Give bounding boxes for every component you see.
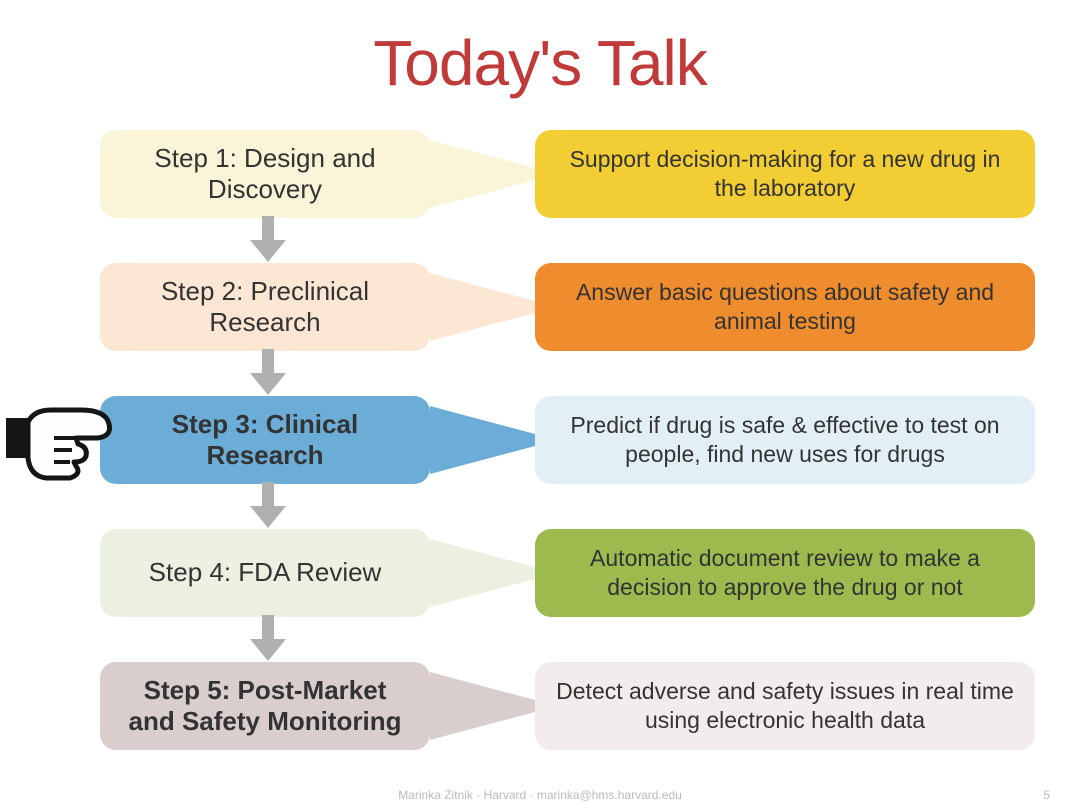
step-label: Step 3: Clinical Research xyxy=(118,409,412,471)
down-arrow-icon xyxy=(250,615,286,661)
desc-box-5: Detect adverse and safety issues in real… xyxy=(535,662,1035,750)
step-row-4: Step 4: FDA Review Automatic document re… xyxy=(0,529,1080,624)
footer-text: Marinka Zitnik · Harvard · marinka@hms.h… xyxy=(0,788,1080,802)
down-arrow-icon xyxy=(250,349,286,395)
step-box-3: Step 3: Clinical Research xyxy=(100,396,430,484)
step-label: Step 5: Post-Market and Safety Monitorin… xyxy=(118,675,412,737)
step-label: Step 2: Preclinical Research xyxy=(118,276,412,338)
down-arrow-icon xyxy=(250,216,286,262)
connector-wedge xyxy=(430,263,535,351)
desc-text: Answer basic questions about safety and … xyxy=(555,278,1015,336)
slide-title: Today's Talk xyxy=(0,0,1080,100)
step-box-2: Step 2: Preclinical Research xyxy=(100,263,430,351)
step-row-1: Step 1: Design and Discovery Support dec… xyxy=(0,130,1080,225)
desc-text: Support decision-making for a new drug i… xyxy=(555,145,1015,203)
page-number: 5 xyxy=(1043,788,1050,802)
step-row-2: Step 2: Preclinical Research Answer basi… xyxy=(0,263,1080,358)
step-box-5: Step 5: Post-Market and Safety Monitorin… xyxy=(100,662,430,750)
desc-box-4: Automatic document review to make a deci… xyxy=(535,529,1035,617)
pointing-hand-icon xyxy=(6,392,121,482)
step-label: Step 4: FDA Review xyxy=(149,557,382,588)
desc-text: Predict if drug is safe & effective to t… xyxy=(555,411,1015,469)
step-box-4: Step 4: FDA Review xyxy=(100,529,430,617)
step-label: Step 1: Design and Discovery xyxy=(118,143,412,205)
step-row-5: Step 5: Post-Market and Safety Monitorin… xyxy=(0,662,1080,757)
desc-text: Detect adverse and safety issues in real… xyxy=(555,677,1015,735)
desc-box-3: Predict if drug is safe & effective to t… xyxy=(535,396,1035,484)
connector-wedge xyxy=(430,662,535,750)
desc-box-2: Answer basic questions about safety and … xyxy=(535,263,1035,351)
down-arrow-icon xyxy=(250,482,286,528)
desc-text: Automatic document review to make a deci… xyxy=(555,544,1015,602)
connector-wedge xyxy=(430,529,535,617)
step-box-1: Step 1: Design and Discovery xyxy=(100,130,430,218)
connector-wedge xyxy=(430,130,535,218)
connector-wedge xyxy=(430,396,535,484)
desc-box-1: Support decision-making for a new drug i… xyxy=(535,130,1035,218)
flowchart: Step 1: Design and Discovery Support dec… xyxy=(0,130,1080,795)
step-row-3: Step 3: Clinical Research Predict if dru… xyxy=(0,396,1080,491)
